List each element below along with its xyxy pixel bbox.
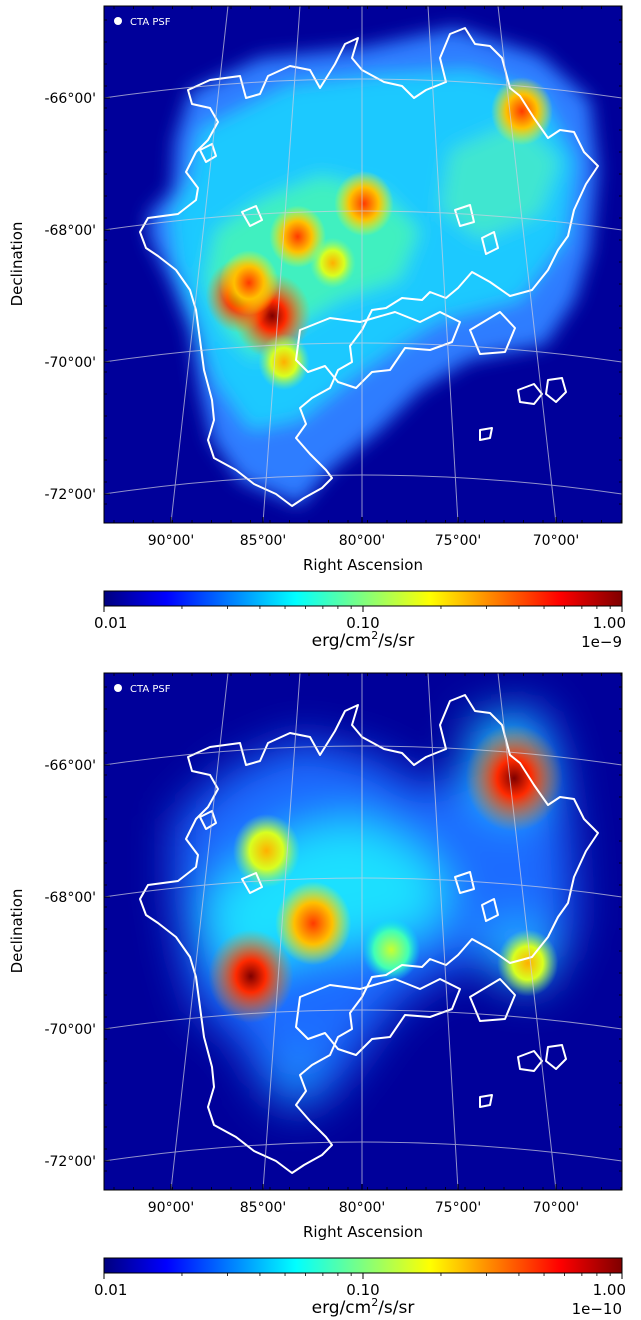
top-colorbar-gradient [103,590,623,607]
top-x-ticks: 90°00' 85°00' 80°00' 75°00' 70°00' [113,6,622,549]
y-tick-label: -66°00' [44,758,96,774]
colorbar-tick-label: 0.10 [346,1281,379,1299]
colorbar-tick-label: 0.01 [94,1281,127,1299]
top-contour-island-5 [241,205,263,227]
bottom-contours [139,694,599,1174]
bottom-colorbar-unit: erg/cm2/s/sr [312,1296,415,1318]
top-coordinate-grid [104,6,622,523]
bottom-contour-island-1 [517,1050,543,1072]
emission-hotspot [232,813,300,888]
top-colorbar: 0.01 0.10 1.00 erg/cm2/s/sr 1e−9 [94,590,626,651]
x-tick-label: 85°00' [240,1200,286,1216]
emission-hotspot [491,77,553,146]
bottom-y-ticks: -66°00' -68°00' -70°00' -72°00' [44,686,622,1172]
x-tick-label: 85°00' [240,533,286,549]
top-map-frame [103,5,623,524]
top-colorbar-ticks: 0.01 0.10 1.00 [94,606,626,632]
bottom-hotspots [208,724,563,1023]
top-contour-inner-1 [295,311,461,389]
top-colorbar-unit: erg/cm2/s/sr [312,629,415,651]
top-contour-outer [139,27,599,507]
top-map-panel: CTA PSF -66°00' -68°00' -70°00' -72°00' 90°… [8,5,623,574]
top-y-ticks: -66°00' -68°00' -70°00' -72°00' [44,19,622,505]
y-tick-label: -66°00' [44,91,96,107]
top-psf-label: CTA PSF [130,17,171,28]
y-tick-label: -68°00' [44,890,96,906]
top-psf-marker [114,17,122,25]
colorbar-tick-label: 0.01 [94,614,127,632]
bottom-coordinate-grid [104,673,622,1190]
emission-hotspot [219,250,279,316]
bottom-contour-island-7 [479,1094,493,1108]
top-contour-island-6 [454,204,475,227]
bottom-colorbar: 0.01 0.10 1.00 erg/cm2/s/sr 1e−10 [94,1257,626,1318]
emission-hotspot [208,929,294,1023]
y-tick-label: -72°00' [44,487,96,503]
bottom-colorbar-gradient [103,1257,623,1274]
emission-hotspot [334,171,394,237]
top-x-axis-label: Right Ascension [303,556,423,574]
bottom-contour-island-5 [241,872,263,894]
x-tick-label: 75°00' [435,1200,481,1216]
x-tick-label: 90°00' [148,533,194,549]
emission-hotspot [465,724,563,832]
emission-hotspot [269,205,326,268]
colorbar-tick-label: 0.10 [346,614,379,632]
x-tick-label: 70°00' [533,1200,579,1216]
top-contour-island-3 [199,143,217,163]
bottom-psf-label: CTA PSF [130,684,171,695]
top-hotspots [205,77,553,391]
y-tick-label: -70°00' [44,1022,96,1038]
bottom-contour-island-2 [545,1044,567,1070]
emission-hotspot [258,333,310,391]
top-contour-inner-2 [469,311,516,355]
bottom-psf-marker [114,684,122,692]
x-tick-label: 80°00' [339,533,385,549]
bottom-contour-inner-2 [469,978,516,1022]
emission-hotspot [309,237,356,289]
bottom-contour-inner-1 [295,978,461,1056]
y-tick-label: -68°00' [44,223,96,239]
bottom-y-axis-label: Declination [8,889,26,974]
y-tick-label: -70°00' [44,355,96,371]
top-contour-island-4 [481,231,499,255]
bottom-contour-island-4 [481,898,499,922]
top-contour-island-2 [545,377,567,403]
bottom-contour-island-3 [199,810,217,830]
bottom-map-frame [103,672,623,1191]
bottom-colorbar-multiplier: 1e−10 [572,1300,622,1318]
top-contours [139,27,599,507]
top-contour-island-7 [479,427,493,441]
x-tick-label: 75°00' [435,533,481,549]
x-tick-label: 80°00' [339,1200,385,1216]
x-tick-label: 90°00' [148,1200,194,1216]
top-colorbar-multiplier: 1e−9 [581,633,622,651]
top-y-axis-label: Declination [8,222,26,307]
emission-hotspot [497,929,559,997]
top-contour-island-1 [517,383,543,405]
emission-hotspot [275,881,352,966]
bottom-x-axis-label: Right Ascension [303,1223,423,1241]
bottom-x-ticks: 90°00' 85°00' 80°00' 75°00' 70°00' [113,673,622,1216]
bottom-map-panel: CTA PSF -66°00' -68°00' -70°00' -72°00' 90°… [8,672,623,1241]
bottom-contour-outer [139,694,599,1174]
colorbar-tick-label: 1.00 [593,1281,626,1299]
bottom-colorbar-ticks: 0.01 0.10 1.00 [94,1273,626,1299]
colorbar-tick-label: 1.00 [593,614,626,632]
y-tick-label: -72°00' [44,1154,96,1170]
x-tick-label: 70°00' [533,533,579,549]
bottom-contour-island-6 [454,871,475,894]
